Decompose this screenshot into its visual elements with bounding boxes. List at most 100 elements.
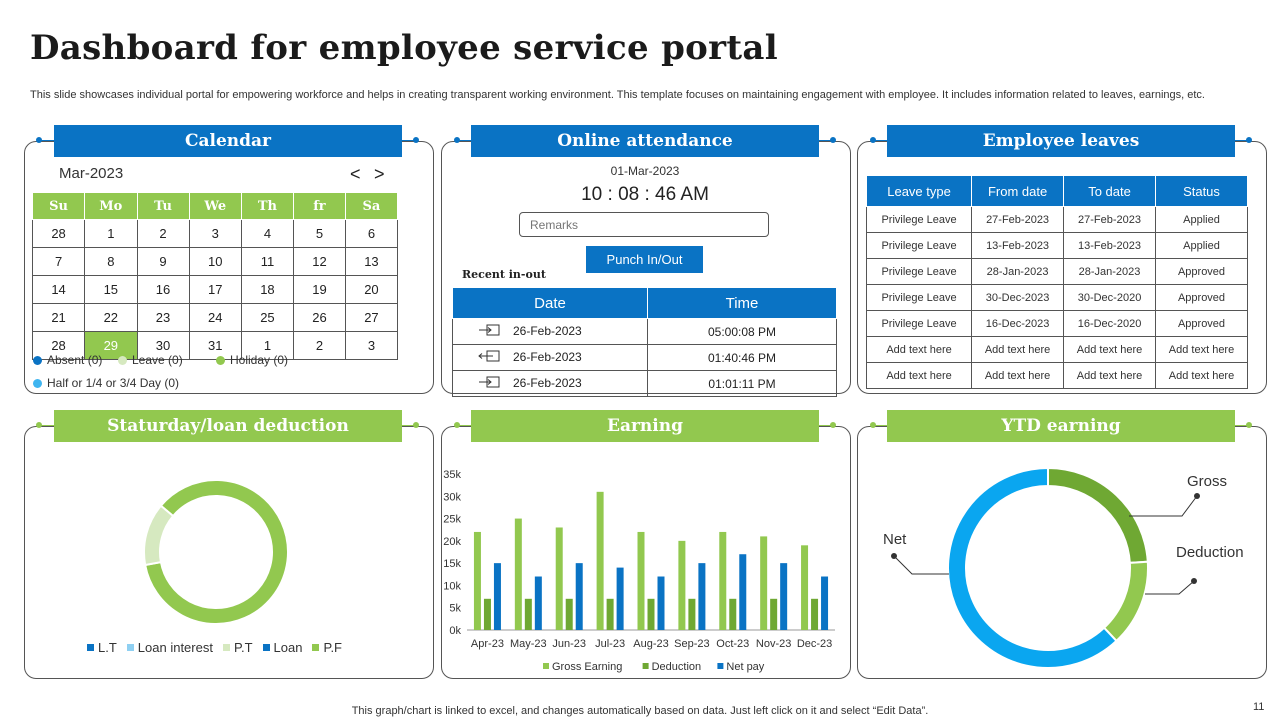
bar-net-pay	[575, 563, 583, 630]
bar-deduction	[606, 598, 614, 630]
date-cell: 26-Feb-2023	[452, 370, 648, 397]
legend-swatch	[717, 663, 724, 669]
calendar-day[interactable]: 3	[188, 219, 242, 248]
donut-slice	[143, 504, 175, 567]
bar-gross-earning	[678, 540, 686, 630]
calendar-day[interactable]: 27	[344, 303, 399, 332]
calendar-day[interactable]: 10	[188, 247, 242, 276]
calendar-day[interactable]: 31	[188, 331, 242, 360]
calendar-day[interactable]: 17	[188, 275, 242, 304]
calendar-day[interactable]: 20	[344, 275, 399, 304]
legend-leave: Leave (0)	[118, 353, 183, 367]
bar-deduction	[688, 598, 696, 630]
x-tick-label: Dec-23	[797, 638, 832, 650]
calendar-day[interactable]: 5	[293, 219, 346, 248]
calendar-day[interactable]: 3	[344, 331, 399, 360]
bar-deduction	[811, 598, 819, 630]
legend-swatch	[543, 663, 549, 669]
bar-gross-earning	[555, 527, 563, 630]
table-row: Add text here Add text here Add text her…	[865, 336, 1248, 363]
status-cell: Applied	[1155, 206, 1248, 233]
calendar-next-button[interactable]: >	[374, 164, 385, 184]
leaves-table: Leave type From date To date Status Priv…	[865, 175, 1248, 389]
deduction-callout-dot	[1191, 578, 1197, 584]
calendar-day[interactable]: 23	[136, 303, 190, 332]
ytd-label-net: Net	[883, 531, 907, 548]
legend-absent-label: Absent (0)	[47, 353, 103, 367]
calendar-day[interactable]: 9	[136, 247, 190, 276]
calendar-day[interactable]: 6	[344, 219, 399, 248]
sign-in-icon	[477, 324, 503, 339]
calendar-day[interactable]: 26	[293, 303, 346, 332]
leave-type-cell: Privilege Leave	[865, 310, 973, 337]
deduction-donut-chart	[143, 479, 289, 625]
legend-label: P.F	[323, 640, 343, 655]
bar-gross-earning	[719, 531, 727, 630]
column-header-to-date: To date	[1063, 175, 1156, 207]
calendar-day[interactable]: 13	[344, 247, 399, 276]
calendar-week: 7 8 9 10 11 12 13	[31, 247, 399, 276]
calendar-day[interactable]: 2	[293, 331, 346, 360]
deduction-panel	[24, 426, 434, 679]
calendar-day[interactable]: 16	[136, 275, 190, 304]
attendance-banner-dot-right	[830, 137, 836, 143]
bar-net-pay	[534, 576, 542, 630]
calendar-day[interactable]: 2	[136, 219, 190, 248]
calendar-day[interactable]: 30	[136, 331, 190, 360]
punch-in-out-button[interactable]: Punch In/Out	[586, 246, 703, 273]
ytd-banner-dot-right	[1246, 422, 1252, 428]
leave-type-cell: Add text here	[865, 336, 973, 363]
calendar-prev-button[interactable]: <	[350, 164, 361, 184]
x-tick-label: Aug-23	[633, 638, 668, 650]
calendar-day[interactable]: 28	[31, 219, 86, 248]
legend-label: Loan	[273, 640, 303, 655]
weekday-header: Tu	[136, 192, 190, 220]
earning-bar-chart: 0k 5k 10k 15k 20k 25k 30k 35k Apr-23 May-23 Jun-23…	[443, 469, 835, 673]
legend-label: P.T	[233, 640, 253, 655]
calendar-day[interactable]: 12	[293, 247, 346, 276]
calendar-day[interactable]: 25	[240, 303, 295, 332]
calendar-day[interactable]: 14	[31, 275, 86, 304]
calendar-day-selected[interactable]: 29	[84, 331, 138, 360]
legend-label: Net pay	[726, 661, 764, 673]
legend-item: P.F	[312, 640, 342, 655]
table-header-row: Leave type From date To date Status	[865, 175, 1248, 207]
legend-half-day-label: Half or 1/4 or 3/4 Day (0)	[47, 376, 180, 390]
leave-type-cell: Privilege Leave	[865, 232, 973, 259]
remarks-input[interactable]	[519, 212, 769, 237]
page-subtitle: This slide showcases individual portal f…	[30, 89, 1205, 101]
attendance-banner-dot-left	[454, 137, 460, 143]
deduction-callout-line	[1145, 580, 1195, 595]
legend-swatch	[87, 644, 94, 651]
calendar-day[interactable]: 11	[240, 247, 295, 276]
calendar-day[interactable]: 24	[188, 303, 242, 332]
gross-callout-dot	[1194, 493, 1200, 499]
calendar-day[interactable]: 4	[240, 219, 295, 248]
calendar-day[interactable]: 8	[84, 247, 138, 276]
legend-label: Loan interest	[137, 640, 213, 655]
status-cell: Applied	[1155, 232, 1248, 259]
calendar-day[interactable]: 15	[84, 275, 138, 304]
page-title: Dashboard for employee service portal	[30, 28, 778, 68]
bar-deduction	[647, 598, 655, 630]
calendar-day[interactable]: 7	[31, 247, 86, 276]
leave-type-cell: Add text here	[865, 362, 973, 389]
deduction-legend: L.T Loan interest P.T Loan P.F	[87, 640, 342, 655]
legend-item: Loan	[262, 640, 303, 655]
legend-swatch	[312, 644, 320, 651]
deduction-banner-dot-right	[413, 422, 419, 428]
y-tick-label: 5k	[449, 603, 461, 615]
calendar-day[interactable]: 19	[293, 275, 346, 304]
bar-deduction	[770, 598, 778, 630]
weekday-header: We	[188, 192, 242, 220]
row-time: 01:01:11 PM	[647, 370, 837, 397]
bar-net-pay	[616, 567, 624, 630]
calendar-day[interactable]: 22	[84, 303, 138, 332]
calendar-day[interactable]: 1	[84, 219, 138, 248]
status-cell: Add text here	[1155, 336, 1248, 363]
legend-label: Gross Earning	[552, 661, 622, 673]
calendar-day[interactable]: 18	[240, 275, 295, 304]
calendar-day[interactable]: 1	[240, 331, 295, 360]
calendar-day[interactable]: 21	[31, 303, 86, 332]
calendar-week: 14 15 16 17 18 19 20	[31, 275, 399, 304]
